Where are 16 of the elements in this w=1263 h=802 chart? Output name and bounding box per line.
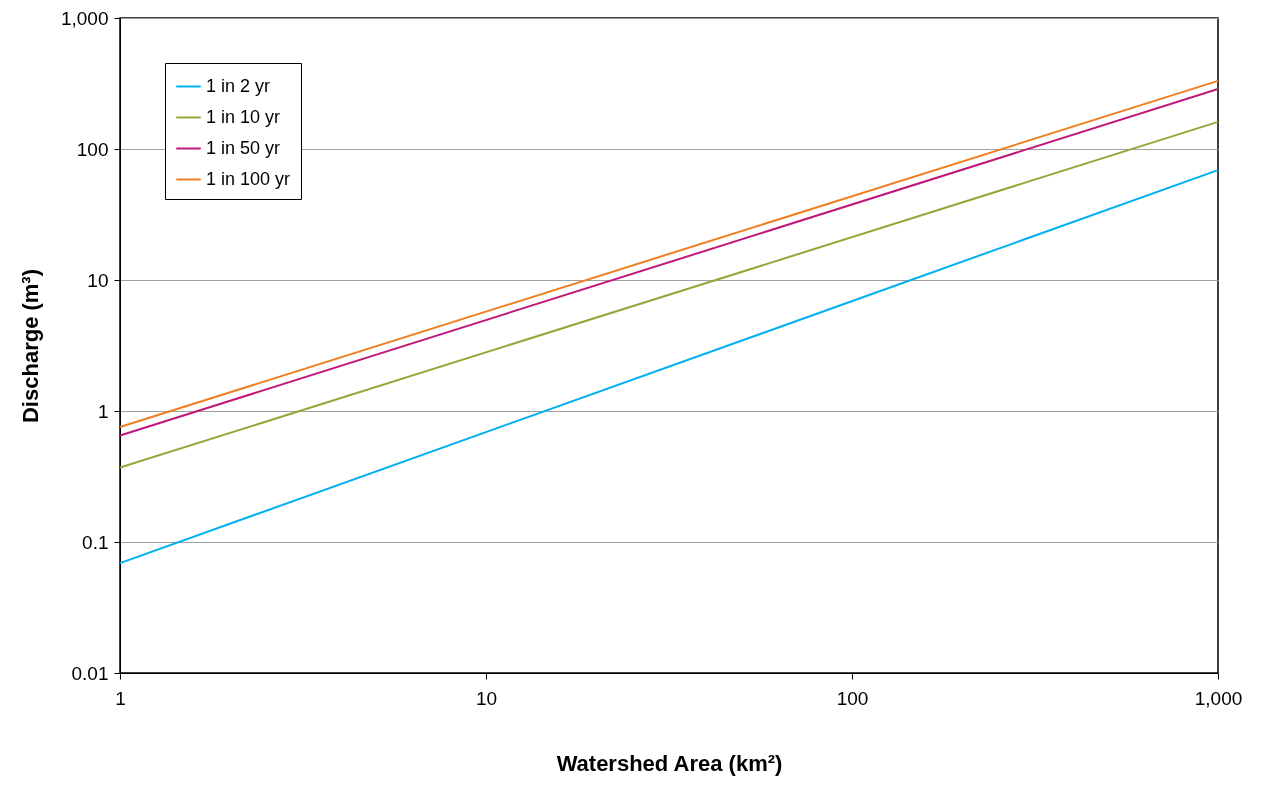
y-tick-label: 0.1 <box>82 531 109 553</box>
y-tick-label: 100 <box>76 138 109 160</box>
legend-label: 1 in 2 yr <box>206 75 271 96</box>
y-tick-label: 1 <box>97 400 109 422</box>
x-tick-label: 10 <box>475 687 498 709</box>
legend-label: 1 in 10 yr <box>206 106 281 127</box>
y-tick-label: 10 <box>87 269 109 291</box>
legend-label: 1 in 50 yr <box>206 137 281 158</box>
x-axis-title: Watershed Area (km²) <box>556 750 783 776</box>
y-tick-label: 0.01 <box>71 662 109 684</box>
y-tick-label: 1,000 <box>60 7 109 29</box>
y-axis-title: Discharge (m³) <box>17 268 43 424</box>
x-tick-label: 1,000 <box>1194 687 1243 709</box>
x-tick-label: 100 <box>836 687 869 709</box>
legend-label: 1 in 100 yr <box>206 168 291 189</box>
x-tick-label: 1 <box>115 687 126 709</box>
